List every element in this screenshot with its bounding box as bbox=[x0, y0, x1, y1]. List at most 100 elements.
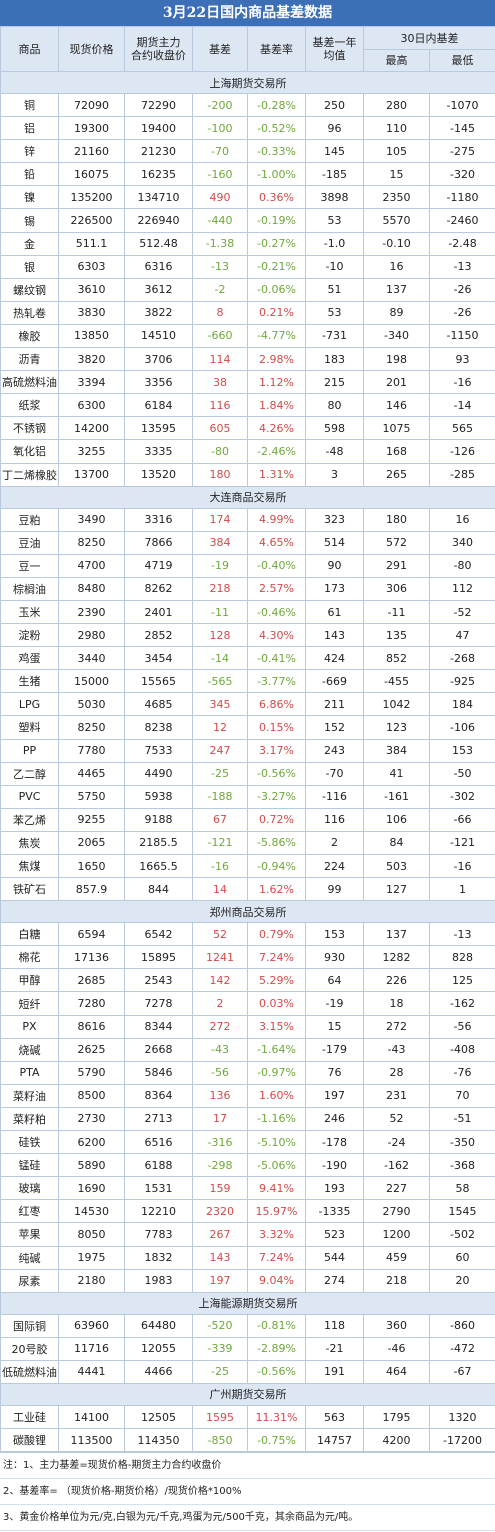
cell-spot-price: 2685 bbox=[58, 968, 125, 993]
cell-commodity: 20号胶 bbox=[0, 1336, 59, 1361]
cell-basis-year-avg: 3898 bbox=[305, 185, 364, 210]
cell-basis-rate: -0.94% bbox=[247, 853, 306, 879]
header-30day-basis: 30日内基差 bbox=[363, 26, 495, 50]
cell-basis-year-avg: 116 bbox=[305, 807, 364, 832]
cell-low-30d: -13 bbox=[429, 922, 495, 947]
cell-futures-close: 64480 bbox=[124, 1313, 193, 1338]
cell-basis-year-avg: 250 bbox=[305, 92, 364, 118]
header-spot-price: 现货价格 bbox=[58, 26, 125, 72]
cell-basis-rate: 1.60% bbox=[247, 1083, 306, 1108]
cell-high-30d: 168 bbox=[363, 439, 430, 464]
cell-basis-rate: -0.28% bbox=[247, 92, 306, 118]
cell-basis: 8 bbox=[192, 300, 248, 325]
cell-basis-year-avg: 523 bbox=[305, 1222, 364, 1247]
cell-basis-year-avg: -10 bbox=[305, 254, 364, 279]
cell-high-30d: 1042 bbox=[363, 692, 430, 717]
cell-commodity: 热轧卷 bbox=[0, 300, 59, 325]
cell-futures-close: 512.48 bbox=[124, 231, 193, 256]
cell-basis-year-avg: 53 bbox=[305, 300, 364, 325]
cell-high-30d: 231 bbox=[363, 1083, 430, 1108]
table-row: 铁矿石 857.9 844 14 1.62% 99 127 1 bbox=[0, 877, 495, 902]
basis-table: 商品 现货价格 期货主力 合约收盘价 基差 基差率 基差一年 均值 30日内基差 最… bbox=[0, 26, 495, 1453]
cell-basis-year-avg: 211 bbox=[305, 692, 364, 717]
cell-high-30d: 106 bbox=[363, 807, 430, 832]
cell-commodity: 锌 bbox=[0, 139, 59, 164]
cell-futures-close: 12210 bbox=[124, 1199, 193, 1224]
table-row: 铝 19300 19400 -100 -0.52% 96 110 -145 bbox=[0, 116, 495, 141]
table-row: 玻璃 1690 1531 159 9.41% 193 227 58 bbox=[0, 1176, 495, 1201]
cell-futures-close: 8364 bbox=[124, 1083, 193, 1108]
cell-high-30d: -24 bbox=[363, 1130, 430, 1155]
cell-low-30d: 58 bbox=[429, 1176, 495, 1201]
cell-low-30d: -80 bbox=[429, 553, 495, 578]
cell-basis: 136 bbox=[192, 1083, 248, 1108]
cell-spot-price: 9255 bbox=[58, 807, 125, 832]
cell-basis-year-avg: 173 bbox=[305, 576, 364, 601]
cell-basis: -850 bbox=[192, 1428, 248, 1453]
cell-basis-year-avg: 3 bbox=[305, 462, 364, 487]
table-row: 低硫燃料油 4441 4466 -25 -0.56% 191 464 -67 bbox=[0, 1359, 495, 1384]
cell-futures-close: 6316 bbox=[124, 254, 193, 279]
cell-basis: -520 bbox=[192, 1313, 248, 1338]
cell-basis-rate: -0.46% bbox=[247, 599, 306, 625]
cell-futures-close: 1983 bbox=[124, 1268, 193, 1293]
cell-spot-price: 6303 bbox=[58, 254, 125, 279]
cell-futures-close: 2713 bbox=[124, 1106, 193, 1132]
cell-futures-close: 6184 bbox=[124, 393, 193, 418]
footnotes: 注：1、主力基差=现货价格-期货主力合约收盘价 2、基差率= （现货价格-期货价… bbox=[0, 1452, 495, 1532]
cell-basis: -19 bbox=[192, 553, 248, 578]
cell-basis-rate: 1.31% bbox=[247, 462, 306, 487]
table-row: 热轧卷 3830 3822 8 0.21% 53 89 -26 bbox=[0, 300, 495, 325]
cell-basis-rate: -1.64% bbox=[247, 1037, 306, 1062]
table-row: 铅 16075 16235 -160 -1.00% -185 15 -320 bbox=[0, 162, 495, 187]
cell-basis-year-avg: 51 bbox=[305, 277, 364, 302]
cell-basis-rate: 15.97% bbox=[247, 1199, 306, 1224]
cell-low-30d: 1320 bbox=[429, 1404, 495, 1430]
cell-futures-close: 19400 bbox=[124, 116, 193, 141]
cell-futures-close: 3356 bbox=[124, 370, 193, 395]
cell-futures-close: 12055 bbox=[124, 1336, 193, 1361]
cell-spot-price: 2980 bbox=[58, 623, 125, 648]
cell-futures-close: 2401 bbox=[124, 599, 193, 625]
cell-basis: -339 bbox=[192, 1336, 248, 1361]
cell-commodity: 豆油 bbox=[0, 530, 59, 555]
cell-commodity: 棕榈油 bbox=[0, 576, 59, 601]
cell-basis-rate: -0.40% bbox=[247, 553, 306, 578]
cell-spot-price: 3610 bbox=[58, 277, 125, 302]
cell-low-30d: 153 bbox=[429, 738, 495, 763]
cell-commodity: 铝 bbox=[0, 116, 59, 141]
cell-futures-close: 15895 bbox=[124, 945, 193, 970]
cell-futures-close: 2543 bbox=[124, 968, 193, 993]
cell-low-30d: -145 bbox=[429, 116, 495, 141]
cell-low-30d: -925 bbox=[429, 669, 495, 694]
cell-basis: -298 bbox=[192, 1153, 248, 1178]
cell-commodity: 沥青 bbox=[0, 347, 59, 372]
table-row: 螺纹钢 3610 3612 -2 -0.06% 51 137 -26 bbox=[0, 277, 495, 302]
table-row: 红枣 14530 12210 2320 15.97% -1335 2790 1545 bbox=[0, 1199, 495, 1224]
cell-commodity: 镍 bbox=[0, 185, 59, 210]
section-title: 上海能源期货交易所 bbox=[0, 1291, 495, 1315]
table-row: PVC 5750 5938 -188 -3.27% -116 -161 -302 bbox=[0, 784, 495, 809]
cell-basis: 128 bbox=[192, 623, 248, 648]
cell-spot-price: 113500 bbox=[58, 1428, 125, 1453]
cell-high-30d: -161 bbox=[363, 784, 430, 809]
cell-basis-year-avg: -179 bbox=[305, 1037, 364, 1062]
cell-low-30d: 184 bbox=[429, 692, 495, 717]
cell-high-30d: -46 bbox=[363, 1336, 430, 1361]
cell-spot-price: 1650 bbox=[58, 853, 125, 879]
cell-commodity: 橡胶 bbox=[0, 323, 59, 349]
table-row: 菜籽油 8500 8364 136 1.60% 197 231 70 bbox=[0, 1083, 495, 1108]
cell-commodity: 锡 bbox=[0, 208, 59, 233]
cell-basis-year-avg: 183 bbox=[305, 347, 364, 372]
cell-commodity: PP bbox=[0, 738, 59, 763]
cell-low-30d: -320 bbox=[429, 162, 495, 187]
section-header: 上海期货交易所 bbox=[0, 71, 495, 94]
cell-basis-rate: 0.36% bbox=[247, 185, 306, 210]
cell-high-30d: -43 bbox=[363, 1037, 430, 1062]
cell-basis: -80 bbox=[192, 439, 248, 464]
cell-low-30d: 565 bbox=[429, 416, 495, 441]
cell-basis: 1241 bbox=[192, 945, 248, 970]
cell-basis-year-avg: 243 bbox=[305, 738, 364, 763]
cell-high-30d: 135 bbox=[363, 623, 430, 648]
cell-basis-rate: 11.31% bbox=[247, 1404, 306, 1430]
